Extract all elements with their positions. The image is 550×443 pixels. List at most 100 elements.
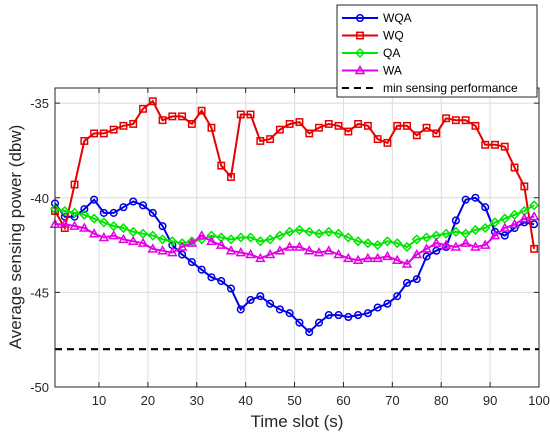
data-point-wqa [217, 276, 226, 286]
legend-label-qa: QA [383, 46, 400, 60]
y-tick-label: -40 [30, 191, 49, 206]
legend-label-min-sensing-performance: min sensing performance [383, 81, 518, 95]
data-point-wa [362, 252, 374, 263]
data-point-wa [391, 254, 403, 264]
data-point-wa [343, 252, 354, 263]
series-line-wqa [54, 196, 535, 334]
data-point-wq [373, 135, 382, 144]
data-point-wq [178, 112, 187, 121]
data-point-wq [285, 120, 294, 128]
x-tick-label: 100 [528, 393, 550, 408]
data-point-qa [489, 217, 501, 228]
data-point-wa [79, 222, 90, 232]
data-point-wq [168, 112, 177, 121]
data-point-wqa [236, 305, 245, 314]
data-point-wa [401, 258, 413, 268]
data-point-wq [451, 116, 460, 125]
x-tick-label: 90 [483, 393, 497, 408]
data-point-qa [529, 200, 540, 211]
data-point-wqa [80, 205, 89, 214]
data-point-qa [265, 234, 276, 245]
data-point-wq [491, 140, 499, 149]
data-point-wa [499, 222, 511, 232]
data-point-qa [441, 228, 452, 239]
data-point-wqa [432, 246, 441, 255]
data-point-wa [489, 230, 501, 240]
data-point-qa [421, 232, 432, 243]
data-point-wqa [138, 201, 148, 210]
data-point-wa [470, 241, 481, 251]
legend-entry-wq: WQ [342, 29, 404, 43]
data-point-wa [421, 243, 432, 253]
data-point-wq [363, 121, 372, 130]
legend-label-wq: WQ [383, 29, 404, 43]
data-point-wq [275, 125, 284, 134]
data-point-qa [294, 224, 305, 235]
data-point-qa [382, 236, 393, 247]
data-point-wqa [178, 250, 187, 259]
data-point-qa [59, 205, 70, 217]
data-point-wqa [148, 208, 157, 217]
plot-background [55, 88, 539, 387]
data-point-wa [255, 252, 266, 263]
data-point-wa [313, 247, 325, 257]
legend-label-wa: WA [383, 64, 402, 78]
data-point-qa [411, 234, 422, 245]
data-point-wq [432, 129, 441, 138]
data-point-wa [225, 245, 237, 255]
legend-entry-qa: QA [342, 46, 400, 60]
data-point-wa [479, 239, 491, 249]
data-point-wa [440, 239, 452, 249]
series-wq [51, 97, 539, 253]
data-point-wqa [90, 195, 99, 204]
x-axis-label: Time slot (s) [251, 412, 344, 431]
data-point-wq [227, 172, 235, 181]
data-point-wa [245, 249, 256, 259]
data-point-wa [196, 230, 207, 240]
data-point-qa [245, 232, 256, 243]
data-point-wqa [461, 195, 470, 204]
data-point-wa [460, 237, 471, 247]
legend-entry-min-sensing-performance: min sensing performance [342, 81, 518, 95]
data-point-wqa [481, 203, 490, 212]
data-point-wq [70, 180, 79, 189]
data-point-wq [139, 104, 147, 113]
data-point-wqa [275, 305, 284, 314]
data-point-qa [118, 222, 129, 234]
data-point-wa [450, 241, 462, 251]
data-point-wq [158, 116, 167, 125]
data-point-qa [323, 226, 334, 237]
data-point-qa [353, 236, 364, 247]
legend-marker-wqa [355, 13, 365, 23]
series-layer [49, 97, 540, 351]
y-axis-label: Average sensing power (dbw) [6, 125, 25, 350]
data-point-wq [334, 121, 343, 130]
data-point-wa [411, 249, 423, 259]
data-point-qa [333, 228, 344, 239]
data-point-wqa [334, 311, 343, 320]
data-point-wqa [305, 328, 314, 337]
data-point-qa [392, 238, 403, 249]
data-point-qa [401, 241, 413, 253]
data-point-wqa [373, 303, 382, 312]
data-point-wa [147, 243, 159, 253]
x-tick-label: 30 [190, 393, 204, 408]
data-point-wq [187, 120, 196, 128]
series-wa [49, 211, 540, 268]
data-point-qa [274, 230, 285, 241]
data-point-wa [215, 239, 227, 249]
data-point-wa [186, 237, 198, 247]
plot-frame [54, 87, 540, 388]
data-point-wqa [383, 299, 392, 308]
x-tick-label: 60 [336, 393, 350, 408]
data-point-wa [294, 241, 305, 251]
data-point-wq [236, 110, 245, 119]
data-point-wa [519, 213, 530, 223]
data-point-wq [403, 121, 411, 130]
data-point-qa [255, 236, 266, 247]
data-point-wqa [187, 258, 196, 267]
data-point-wa [431, 237, 442, 247]
data-point-wa [333, 249, 344, 259]
